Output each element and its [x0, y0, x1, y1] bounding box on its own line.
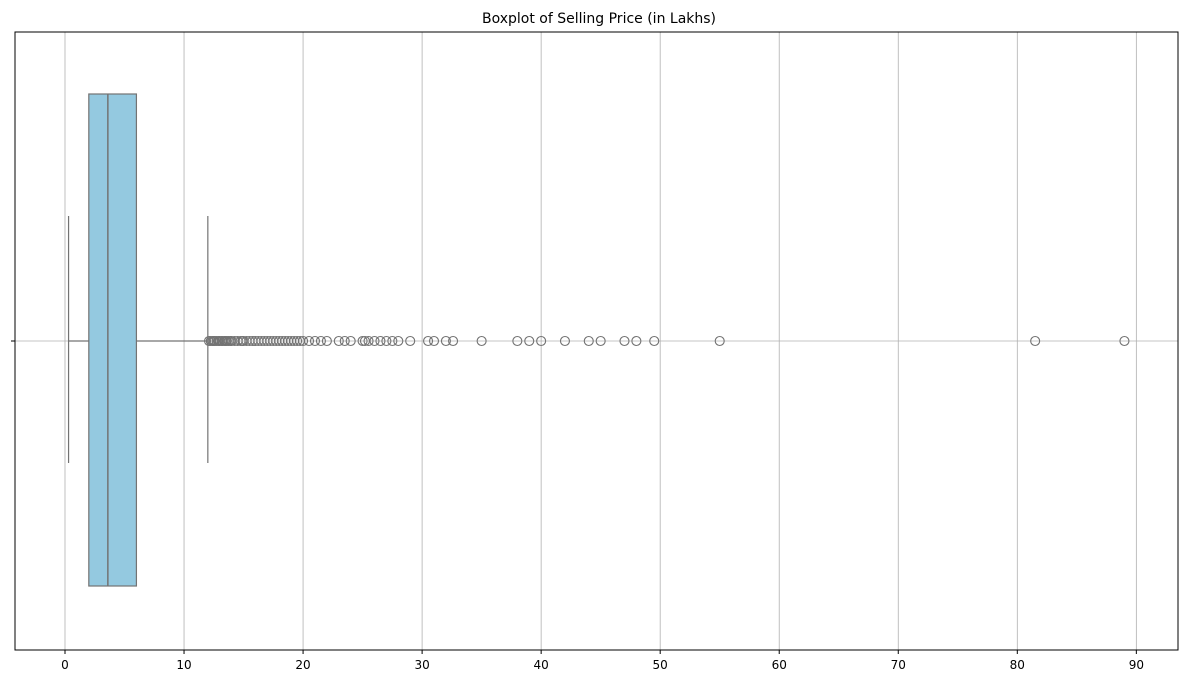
outlier-point: [298, 335, 309, 347]
outlier-point: [345, 335, 356, 347]
outlier-point: [631, 335, 642, 347]
plot-frame: [14, 31, 1179, 651]
x-tick-label: 60: [772, 658, 787, 672]
x-tick-label: 30: [414, 658, 429, 672]
outlier-point: [536, 335, 547, 347]
outlier-point: [357, 335, 368, 347]
box-plot: [67, 93, 209, 587]
outlier-point: [595, 335, 606, 347]
outlier-point: [303, 335, 315, 347]
outlier-point: [524, 335, 535, 347]
x-axis: 0 10 20 30 40 50 60 70 80 90: [11, 340, 1144, 672]
x-tick-label: 0: [61, 658, 69, 672]
outlier-point: [512, 335, 523, 347]
outlier-point: [339, 335, 350, 347]
outlier-point: [428, 335, 440, 347]
outlier-points: [203, 335, 1130, 347]
outlier-point: [393, 335, 404, 347]
outlier-point: [333, 335, 344, 347]
x-tick-label: 20: [295, 658, 310, 672]
outlier-point: [405, 335, 416, 347]
outlier-point: [1119, 335, 1130, 347]
outlier-point: [559, 335, 571, 347]
outlier-point: [387, 335, 398, 347]
outlier-point: [381, 335, 392, 347]
iqr-box: [88, 93, 138, 587]
outlier-point: [292, 335, 303, 347]
outlier-point: [583, 335, 594, 347]
chart-title: Boxplot of Selling Price (in Lakhs): [482, 11, 716, 27]
outlier-point: [363, 335, 374, 347]
outlier-point: [375, 335, 386, 347]
outlier-point: [369, 335, 380, 347]
x-tick-label: 50: [653, 658, 668, 672]
outlier-point: [448, 335, 459, 347]
x-tick-label: 40: [534, 658, 549, 672]
outlier-point: [309, 335, 321, 347]
x-tick-label: 90: [1129, 658, 1144, 672]
outlier-point: [649, 335, 660, 347]
outlier-point: [619, 335, 630, 347]
outlier-point: [440, 335, 451, 347]
outlier-point: [315, 335, 326, 347]
outlier-point: [423, 335, 434, 347]
outlier-point: [321, 335, 332, 347]
outlier-point: [714, 335, 725, 347]
x-tick-label: 80: [1010, 658, 1025, 672]
outlier-point: [1030, 335, 1041, 347]
x-tick-label: 70: [891, 658, 906, 672]
x-tick-label: 10: [176, 658, 191, 672]
outlier-point: [476, 335, 487, 347]
